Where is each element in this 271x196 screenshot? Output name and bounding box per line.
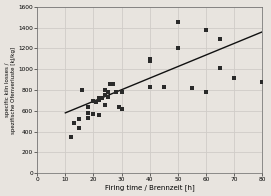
Point (218, 67, 222, 70)
Point (91, 100, 96, 103)
Point (120, 107, 124, 110)
Point (72, 122, 76, 125)
Y-axis label: specific kiln losses /
spezifische Ofenverluste [kJ/kg]: specific kiln losses / spezifische Ofenv… (5, 46, 16, 133)
Point (69, 135, 73, 138)
Point (80, 88, 84, 92)
Point (260, 80, 264, 83)
Point (97, 99, 101, 102)
X-axis label: Firing time / Brennzeit [h]: Firing time / Brennzeit [h] (105, 184, 195, 191)
Point (97, 97, 101, 100)
Point (97, 113, 101, 116)
Point (114, 91, 118, 94)
Point (86, 111, 90, 114)
Point (204, 28, 208, 31)
Point (162, 85, 166, 88)
Point (103, 94, 107, 97)
Point (108, 82, 112, 85)
Point (86, 105, 90, 108)
Point (117, 105, 121, 108)
Point (218, 37, 222, 41)
Point (105, 91, 110, 94)
Point (100, 97, 104, 100)
Point (204, 91, 208, 94)
Point (103, 88, 107, 92)
Point (77, 118, 82, 121)
Point (232, 76, 236, 79)
Point (176, 47, 180, 50)
Point (94, 101, 98, 104)
Point (91, 112, 96, 115)
Point (111, 82, 115, 85)
Point (103, 103, 107, 106)
Point (176, 21, 180, 24)
Point (105, 96, 110, 99)
Point (148, 59, 152, 63)
Point (120, 91, 124, 94)
Point (148, 57, 152, 60)
Point (148, 85, 152, 88)
Point (190, 86, 194, 90)
Point (77, 127, 82, 130)
Point (86, 116, 90, 120)
